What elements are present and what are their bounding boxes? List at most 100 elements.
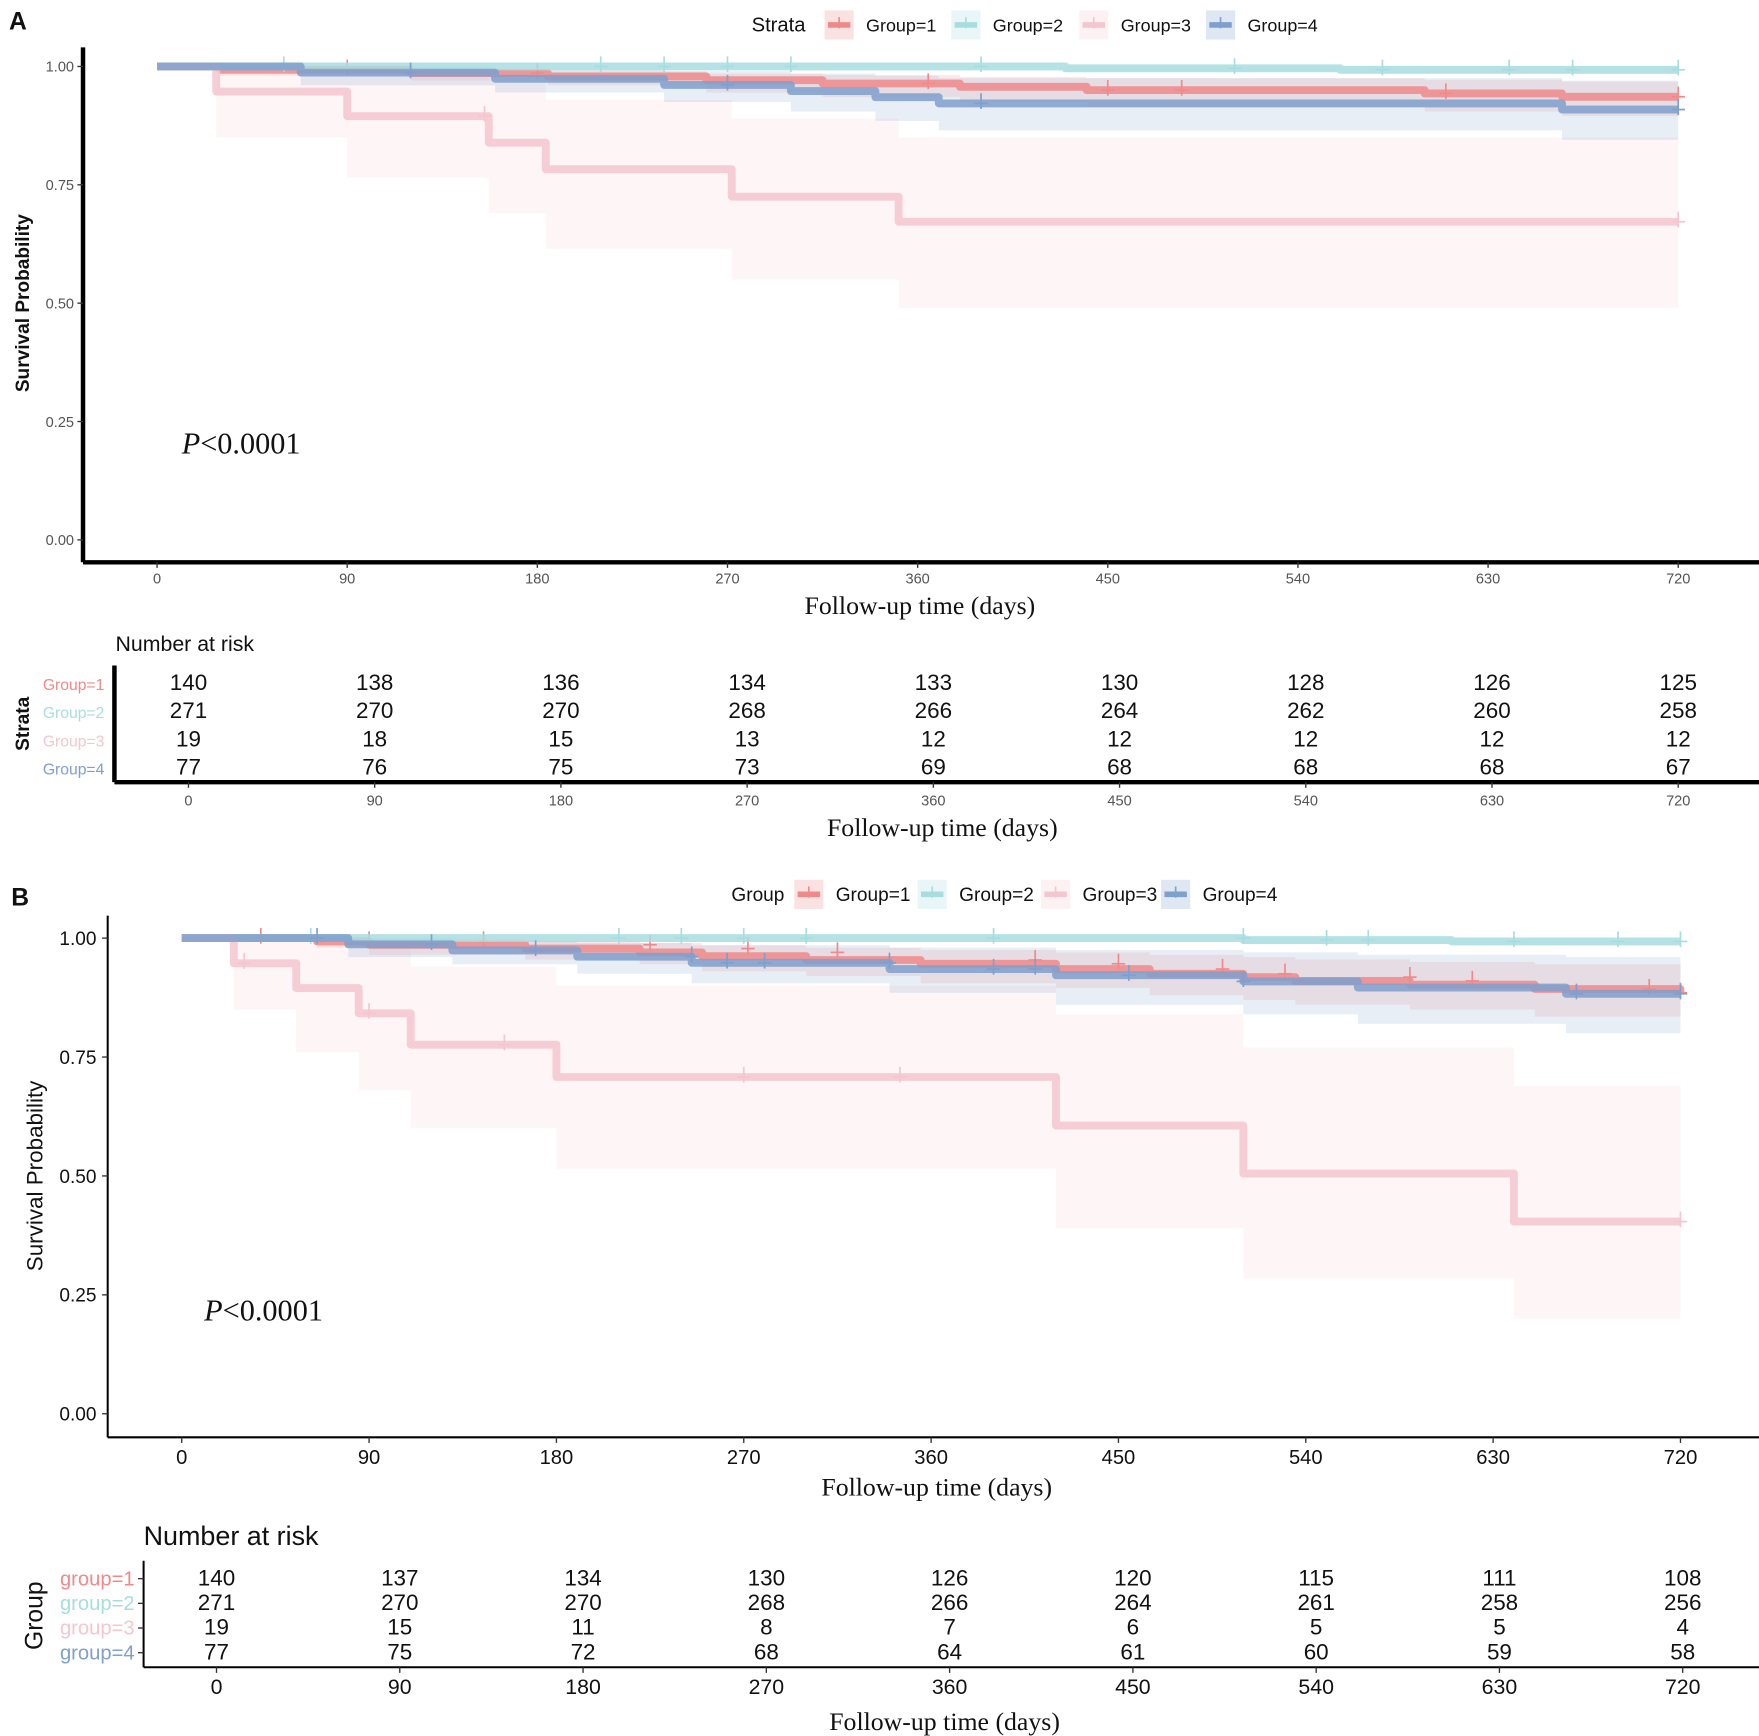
censor-mark (1502, 59, 1516, 76)
legend-label: Group=3 (1121, 16, 1191, 36)
p-value-italic: P (203, 1294, 222, 1328)
legend-item: Group=2 (951, 10, 1063, 40)
risk-cell: 115 (1298, 1565, 1334, 1590)
y-tick-label: 1.00 (46, 60, 74, 76)
censor-mark (986, 958, 1001, 975)
risk-cell: 270 (542, 698, 579, 723)
risk-cell: 77 (176, 754, 201, 779)
x-axis-title: Follow-up time (days) (805, 591, 1036, 620)
censor-mark (1673, 983, 1688, 1000)
risk-cell: 7 (943, 1615, 955, 1640)
risk-cell: 270 (564, 1590, 601, 1615)
y-tick-label: 1.00 (59, 929, 96, 950)
ci-band-3 (157, 66, 1679, 308)
legend: Strata Group=1 Group=2 Group=3 Group=4 (752, 10, 1318, 40)
risk-x-tick-label: 0 (184, 794, 192, 810)
risk-cell: 68 (1293, 754, 1318, 779)
ci-band-4 (181, 938, 1681, 1034)
risk-cell: 18 (362, 726, 387, 751)
panel-b: B Group Group=1 Group=2 Group=3 Group=4 0.00 0.… (11, 879, 1759, 1736)
x-tick-label: 720 (1666, 572, 1690, 588)
risk-cell: 12 (1107, 726, 1132, 751)
risk-cell: 136 (542, 670, 579, 695)
survival-curve-3 (157, 62, 1679, 226)
risk-cell: 75 (387, 1639, 412, 1664)
censor-mark (720, 56, 735, 73)
censor-mark (528, 940, 543, 957)
risk-cell: 19 (176, 726, 201, 751)
censor-mark (674, 928, 689, 944)
legend-label: Group=2 (959, 885, 1034, 906)
risk-cell: 76 (362, 754, 387, 779)
risk-cell: 260 (1473, 698, 1510, 723)
censor-mark (1319, 929, 1334, 946)
risk-x-tick-label: 270 (749, 1675, 785, 1699)
legend-item: Group=1 (794, 879, 911, 909)
p-value-italic: P (181, 426, 201, 460)
risk-cell: 19 (204, 1615, 229, 1640)
censor-mark (1403, 967, 1417, 983)
censor-mark (497, 1034, 512, 1051)
censor-mark (720, 74, 735, 91)
risk-row-label: Group=4 (43, 761, 105, 778)
risk-cell: 68 (754, 1639, 779, 1664)
censor-mark (784, 56, 798, 73)
x-tick-label: 270 (727, 1447, 761, 1469)
censor-mark (1122, 965, 1136, 981)
censor-mark (757, 952, 772, 969)
risk-cell: 60 (1304, 1639, 1329, 1664)
risk-cell: 61 (1120, 1639, 1145, 1664)
risk-cell: 64 (937, 1639, 962, 1664)
p-value-text: <0.0001 (223, 1294, 323, 1328)
risk-cell: 137 (381, 1565, 418, 1590)
risk-cell: 264 (1114, 1590, 1151, 1615)
x-tick-label: 90 (339, 572, 355, 588)
y-tick-label: 0.75 (59, 1048, 96, 1069)
censor-mark (1507, 931, 1521, 948)
risk-cell: 72 (571, 1639, 596, 1664)
legend-item: Group=1 (824, 10, 936, 40)
y-tick-label: 0.00 (59, 1405, 96, 1426)
y-tick-label: 0.25 (59, 1286, 96, 1307)
legend-label: Group=3 (1083, 885, 1158, 906)
panel-a: A Strata Group=1 Group=2 Group=3 Group=4 0.00 0… (9, 8, 1759, 842)
risk-cell: 128 (1287, 670, 1324, 695)
risk-cell: 68 (1107, 754, 1132, 779)
risk-cell: 59 (1487, 1639, 1512, 1664)
censor-mark (1361, 929, 1375, 946)
legend-label: Group=2 (993, 16, 1063, 36)
censor-mark (737, 928, 751, 944)
risk-cell: 134 (728, 670, 765, 695)
censor-mark (1671, 211, 1685, 228)
x-tick-label: 540 (1286, 572, 1310, 588)
censor-mark (737, 1066, 751, 1083)
risk-x-tick-label: 540 (1298, 1675, 1334, 1699)
risk-cell: 270 (356, 698, 393, 723)
risk-cell: 12 (1293, 726, 1318, 751)
censor-mark (1673, 1211, 1688, 1228)
risk-table-x-title: Follow-up time (days) (829, 1707, 1060, 1736)
risk-table-title: Number at risk (116, 632, 255, 656)
x-tick-label: 270 (715, 572, 739, 588)
risk-x-tick-label: 180 (549, 794, 573, 810)
risk-cell: 15 (387, 1615, 412, 1640)
risk-cell: 261 (1297, 1590, 1334, 1615)
risk-cell: 108 (1664, 1565, 1701, 1590)
risk-cell: 270 (381, 1590, 418, 1615)
risk-cell: 130 (1101, 670, 1138, 695)
legend-title: Strata (752, 15, 807, 37)
risk-x-tick-label: 0 (211, 1675, 223, 1699)
legend-item: Group=2 (917, 879, 1034, 909)
y-tick-label: 0.50 (59, 1167, 96, 1188)
censor-mark (684, 946, 699, 963)
risk-cell: 12 (1480, 726, 1505, 751)
risk-cell: 140 (170, 670, 207, 695)
risk-cell: 268 (748, 1590, 785, 1615)
legend-label: Group=1 (836, 885, 911, 906)
risk-cell: 12 (1666, 726, 1691, 751)
risk-cell: 126 (1473, 670, 1510, 695)
x-tick-label: 90 (358, 1447, 380, 1469)
risk-cell: 133 (915, 670, 952, 695)
x-tick-label: 720 (1664, 1447, 1698, 1469)
censor-mark (593, 56, 608, 73)
